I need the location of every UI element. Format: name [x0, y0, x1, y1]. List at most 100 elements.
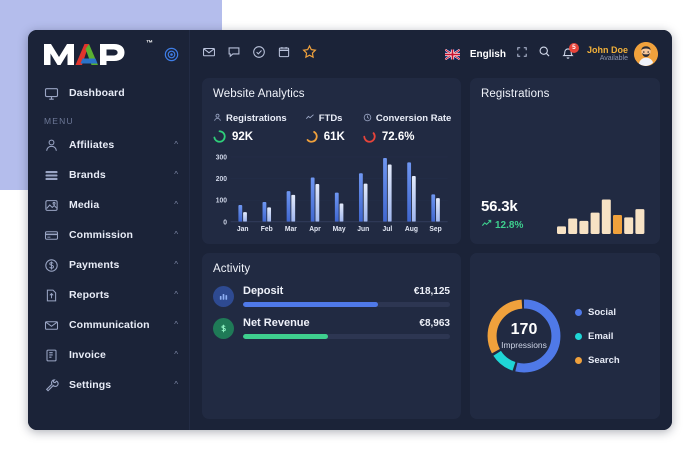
chevron-up-icon[interactable]: ^: [174, 170, 178, 179]
sidebar-item-label: Communication: [69, 319, 150, 331]
impressions-legend: Social Email Search: [573, 307, 620, 366]
website-analytics-card: Website Analytics Registrations: [202, 78, 461, 244]
bell-icon[interactable]: 5: [561, 43, 579, 61]
chevron-up-icon[interactable]: ^: [174, 290, 178, 299]
search-icon[interactable]: [538, 45, 551, 63]
layers-icon: [44, 168, 59, 183]
svg-text:Mar: Mar: [285, 226, 297, 233]
activity-label: Net Revenue: [243, 317, 310, 329]
sidebar-item-label: Dashboard: [69, 87, 125, 99]
monitor-icon: [44, 86, 59, 101]
sidebar-item-media[interactable]: Media ^: [28, 190, 190, 220]
card-icon: [44, 228, 59, 243]
user-status: Available: [599, 55, 628, 63]
language-label[interactable]: English: [469, 48, 506, 60]
check-circle-icon[interactable]: [252, 45, 266, 64]
progress-fill: [243, 302, 378, 307]
chat-icon[interactable]: [227, 45, 241, 64]
chart-y-tick-labels: 0 100 200 300: [216, 154, 227, 226]
trend-icon: [305, 109, 315, 127]
sidebar-item-label: Affiliates: [69, 139, 115, 151]
stat-label: Conversion Rate: [375, 112, 452, 124]
calendar-icon[interactable]: [277, 45, 291, 64]
sidebar-item-label: Settings: [69, 379, 112, 391]
registrations-figures: 56.3k 12.8%: [481, 198, 523, 234]
activity-label: Deposit: [243, 285, 284, 297]
legend-item-search[interactable]: Search: [575, 355, 620, 366]
legend-item-email[interactable]: Email: [575, 331, 620, 342]
sidebar-item-label: Brands: [69, 169, 106, 181]
topbar-right-controls: English: [444, 42, 658, 66]
svg-text:Sep: Sep: [429, 226, 441, 233]
chart-x-tick-labels: Jan Feb Mar Apr May Jun Jul Aug Sep: [237, 226, 442, 233]
svg-text:100: 100: [216, 198, 227, 205]
sidebar-item-settings[interactable]: Settings ^: [28, 370, 190, 400]
chevron-up-icon[interactable]: ^: [174, 380, 178, 389]
activity-amount: €8,963: [419, 318, 450, 329]
svg-text:Apr: Apr: [309, 226, 321, 233]
sidebar-item-commission[interactable]: Commission ^: [28, 220, 190, 250]
map-logo-icon: [44, 44, 125, 65]
activity-row-deposit: Deposit €18,125: [213, 285, 450, 307]
logo-mark: ™: [42, 40, 153, 67]
mail-icon[interactable]: [202, 45, 216, 64]
legend-item-social[interactable]: Social: [575, 307, 620, 318]
wrench-icon: [44, 378, 59, 393]
ring-ftds: [305, 130, 318, 143]
registrations-delta: 12.8%: [495, 219, 524, 231]
sidebar-item-affiliates[interactable]: Affiliates ^: [28, 130, 190, 160]
legend-dot: [575, 356, 582, 364]
cards-grid: Website Analytics Registrations: [190, 78, 672, 430]
progress-track: [243, 302, 450, 307]
sidebar-section-label: MENU: [44, 116, 74, 126]
chevron-up-icon[interactable]: ^: [174, 260, 178, 269]
avatar[interactable]: [634, 42, 658, 66]
chevron-up-icon[interactable]: ^: [174, 230, 178, 239]
user-name: John Doe: [586, 44, 628, 55]
topbar-quick-icons: [202, 44, 317, 64]
fullscreen-icon[interactable]: [516, 45, 528, 63]
sidebar-item-reports[interactable]: Reports ^: [28, 280, 190, 310]
user-menu[interactable]: John Doe Available: [587, 42, 658, 66]
svg-text:0: 0: [223, 219, 227, 226]
chevron-up-icon[interactable]: ^: [174, 200, 178, 209]
stat-value: 92K: [232, 130, 254, 143]
envelope-icon: [44, 318, 59, 333]
bar-chart-icon: [213, 285, 234, 307]
chevron-up-icon[interactable]: ^: [174, 320, 178, 329]
card-title: Registrations: [481, 88, 550, 100]
card-title: Website Analytics: [213, 88, 305, 100]
sidebar-item-label: Media: [69, 199, 100, 211]
uk-flag-icon[interactable]: [444, 48, 460, 60]
impressions-value: 170: [510, 321, 538, 338]
chevron-up-icon[interactable]: ^: [174, 350, 178, 359]
registrations-card: Registrations 56.3k 12.8%: [470, 78, 660, 244]
sidebar-item-invoice[interactable]: Invoice ^: [28, 340, 190, 370]
users-icon: [44, 138, 59, 153]
sidebar-item-dashboard[interactable]: Dashboard: [28, 78, 190, 108]
activity-row-net-revenue: Net Revenue €8,963: [213, 317, 450, 339]
analytics-stats: Registrations 92K: [213, 109, 452, 143]
activity-amount: €18,125: [413, 286, 450, 297]
svg-text:Jan: Jan: [237, 226, 249, 233]
ring-conversion: [363, 130, 376, 143]
trademark-symbol: ™: [146, 40, 153, 47]
sidebar-item-communication[interactable]: Communication ^: [28, 310, 190, 340]
legend-label: Social: [588, 306, 616, 318]
impressions-donut: 170 Impressions: [481, 293, 567, 379]
registrations-value: 56.3k: [481, 198, 518, 215]
registrations-mini-bars: [557, 199, 645, 234]
impressions-card: 170 Impressions Social Email: [470, 253, 660, 419]
person-icon: [213, 109, 222, 127]
chart-bars: [230, 158, 448, 223]
brand-logo[interactable]: ™: [28, 30, 190, 78]
chevron-up-icon[interactable]: ^: [174, 140, 178, 149]
donut-center-text: 170 Impressions: [481, 293, 567, 379]
ring-registrations: [213, 130, 226, 143]
sidebar-item-brands[interactable]: Brands ^: [28, 160, 190, 190]
legend-dot: [575, 332, 582, 340]
star-icon[interactable]: [302, 44, 317, 64]
sidebar-item-payments[interactable]: Payments ^: [28, 250, 190, 280]
dollar-sign-icon: [213, 317, 234, 339]
legend-dot: [575, 308, 582, 316]
